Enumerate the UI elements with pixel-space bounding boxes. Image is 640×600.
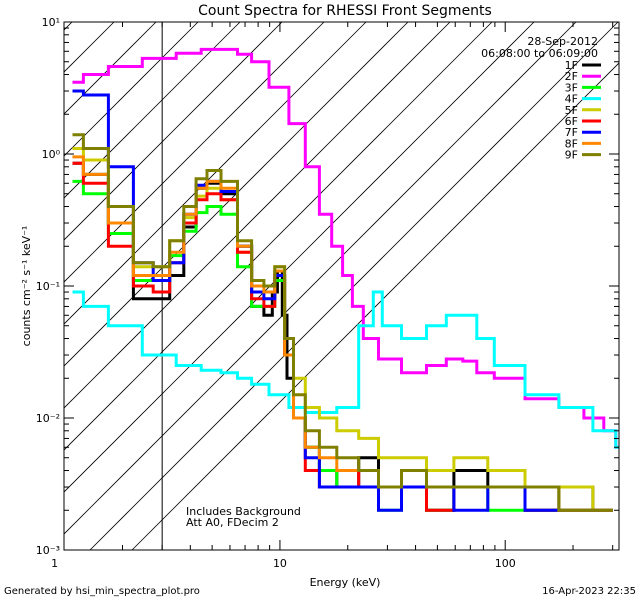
chart-title: Count Spectra for RHESSI Front Segments — [198, 3, 492, 19]
y-tick-label: 10⁻¹ — [36, 280, 60, 293]
y-axis-label: counts cm⁻² s⁻¹ keV⁻¹ — [20, 226, 33, 347]
legend-label-7f: 7F — [565, 126, 578, 139]
hatch-line — [64, 22, 493, 451]
time-range-label: 06:08:00 to 06:09:00 — [481, 47, 598, 60]
annotation-background: Includes Background — [186, 505, 301, 518]
legend-label-9f: 9F — [565, 149, 578, 162]
y-tick-label: 10⁰ — [42, 148, 61, 161]
annotation-attenuator: Att A0, FDecim 2 — [186, 516, 279, 529]
legend-label-2f: 2F — [565, 70, 578, 83]
y-tick-label: 10⁻² — [36, 412, 60, 425]
series-line-9f — [72, 133, 613, 512]
y-tick-label: 10¹ — [42, 16, 60, 29]
legend-label-1f: 1F — [565, 59, 578, 72]
x-tick-label: 10 — [273, 557, 287, 570]
hatch-line — [89, 22, 619, 550]
legend-label-4f: 4F — [565, 93, 578, 106]
hatch-line — [131, 62, 619, 550]
hatch-line — [64, 22, 241, 199]
hatch-line — [64, 22, 157, 115]
x-tick-label: 1 — [51, 557, 58, 570]
series-line-6f — [72, 161, 613, 512]
legend-label-3f: 3F — [565, 81, 578, 94]
hatch-line — [64, 22, 283, 241]
x-axis-label: Energy (keV) — [310, 576, 381, 589]
legend-label-6f: 6F — [565, 115, 578, 128]
x-tick-label: 100 — [495, 557, 516, 570]
footer-generated-by: Generated by hsi_min_spectra_plot.pro — [4, 586, 200, 597]
hatch-line — [64, 22, 577, 535]
footer-timestamp: 16-Apr-2023 22:35 — [542, 586, 636, 597]
hatch-line — [64, 22, 325, 283]
legend-label-8f: 8F — [565, 137, 578, 150]
date-label: 28-Sep-2012 — [527, 35, 598, 48]
hatch-line — [64, 22, 199, 157]
y-tick-label: 10⁻³ — [36, 544, 60, 557]
hatch-line — [64, 22, 367, 325]
hatch-line — [64, 22, 451, 409]
series-line-4f — [72, 290, 619, 449]
legend-label-5f: 5F — [565, 104, 578, 117]
